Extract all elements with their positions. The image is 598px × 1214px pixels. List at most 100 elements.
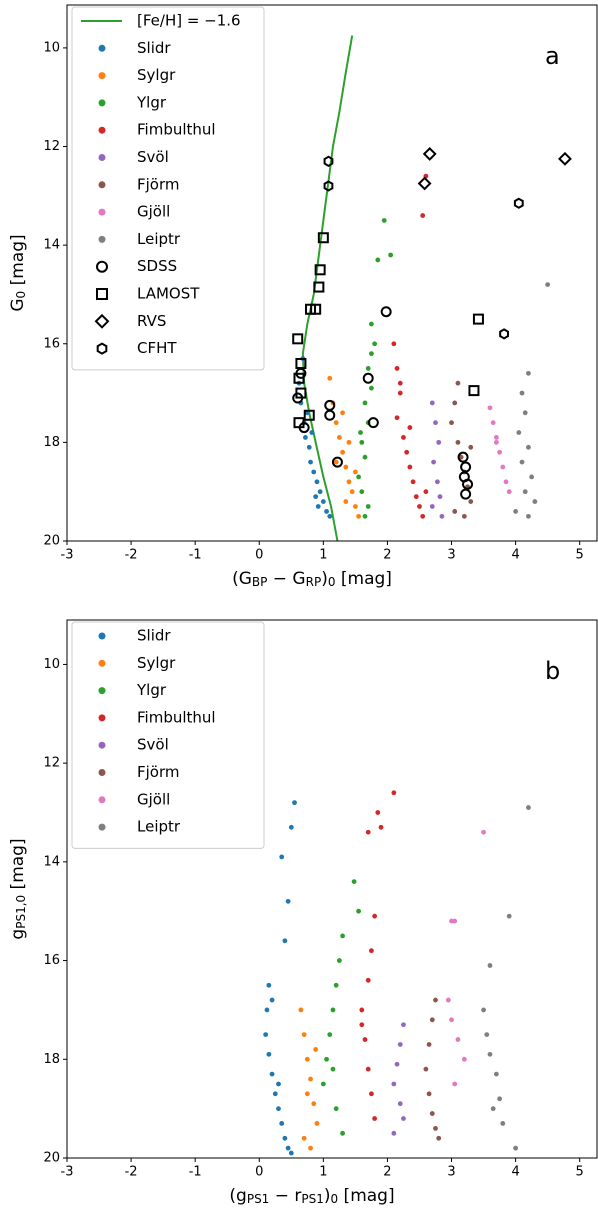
point <box>487 1051 493 1057</box>
x-tick-label: 5 <box>576 548 584 563</box>
sdss-marker <box>462 478 474 490</box>
point <box>378 824 384 830</box>
lamost-marker <box>468 385 480 397</box>
legend-label: Svöl <box>137 736 169 754</box>
x-axis-label: (gPS1 − rPS1)0 [mag] <box>229 1186 394 1206</box>
point <box>98 741 106 749</box>
point <box>362 400 368 406</box>
rvs-marker <box>417 176 432 191</box>
point <box>264 1007 270 1013</box>
point <box>506 913 512 919</box>
point <box>313 494 319 500</box>
sdss-marker <box>380 306 392 318</box>
point <box>98 44 106 52</box>
x-tick-label: 0 <box>255 1165 263 1180</box>
point <box>327 1032 333 1038</box>
x-axis-label-part: 0 <box>331 1192 339 1206</box>
axes-frame <box>66 619 598 1159</box>
lamost-marker <box>313 281 325 293</box>
point <box>308 459 313 465</box>
y-axis-label-part: g <box>8 929 28 940</box>
y-axis-label-part: PS1,0 <box>14 895 28 929</box>
x-tick-label: -1 <box>189 1165 202 1180</box>
point <box>98 714 106 722</box>
point <box>327 375 333 381</box>
point <box>269 997 275 1003</box>
point <box>372 1116 378 1121</box>
point <box>487 405 493 411</box>
sdss-marker <box>362 372 374 384</box>
panel-label: b <box>545 657 560 685</box>
lamost-marker <box>314 264 326 276</box>
lamost-marker <box>317 232 329 244</box>
point <box>303 435 308 440</box>
point <box>304 1091 310 1097</box>
y-tick-label: 12 <box>43 139 60 154</box>
y-tick-label: 18 <box>43 435 60 450</box>
sdss-marker <box>96 260 108 273</box>
point <box>98 154 106 161</box>
y-tick-label: 20 <box>43 534 60 549</box>
point <box>359 1007 365 1013</box>
sdss-marker <box>460 461 472 473</box>
x-tick-label: -2 <box>125 548 138 563</box>
legend-box <box>71 6 265 371</box>
point <box>308 1145 313 1151</box>
point <box>452 509 458 514</box>
point <box>98 659 106 667</box>
point <box>292 800 297 806</box>
point <box>276 1106 281 1112</box>
point <box>445 997 451 1003</box>
legend-label: Fimbulthul <box>137 121 216 139</box>
point <box>308 1076 313 1082</box>
point <box>288 1150 294 1156</box>
point <box>309 430 315 435</box>
point <box>388 252 394 258</box>
point <box>420 213 426 218</box>
point <box>369 1091 374 1097</box>
point <box>98 687 106 695</box>
lamost-marker <box>472 313 484 325</box>
x-tick-label: 3 <box>447 1165 455 1180</box>
point <box>526 370 531 376</box>
point <box>449 420 454 426</box>
y-tick-label: 16 <box>43 953 60 968</box>
cfht-marker <box>513 197 524 209</box>
point <box>503 479 509 485</box>
cfht-marker <box>499 328 509 340</box>
point <box>98 769 106 776</box>
legend-label: Leiptr <box>137 230 181 248</box>
point <box>98 181 106 189</box>
x-tick-label: -2 <box>125 1165 138 1180</box>
point <box>417 504 422 509</box>
x-axis-label-part: − G <box>267 569 305 589</box>
point <box>519 390 525 396</box>
x-axis-label-part: PS1 <box>301 1192 324 1206</box>
point <box>391 341 397 347</box>
lamost-marker <box>310 303 322 315</box>
point <box>468 499 474 504</box>
point <box>369 321 374 327</box>
plot-area <box>292 35 572 541</box>
x-axis-label-part: − r <box>269 1186 301 1206</box>
point <box>365 977 371 983</box>
point <box>433 420 438 426</box>
point <box>500 1121 506 1126</box>
rvs-marker <box>94 313 110 329</box>
legend-label: Svöl <box>137 148 169 166</box>
point <box>449 1017 454 1023</box>
point <box>365 504 371 509</box>
point <box>349 489 355 495</box>
point <box>369 351 374 357</box>
y-axis-label-part: 0 <box>14 291 28 299</box>
lamost-marker <box>293 417 305 429</box>
point <box>429 504 435 509</box>
point <box>311 469 317 475</box>
point <box>461 1056 467 1062</box>
legend-label: SDSS <box>137 257 177 275</box>
x-tick-label: 4 <box>511 1165 519 1180</box>
point <box>519 459 525 465</box>
x-tick-label: 3 <box>447 548 455 563</box>
point <box>276 1081 281 1087</box>
x-axis-label-part: (G <box>232 569 252 589</box>
